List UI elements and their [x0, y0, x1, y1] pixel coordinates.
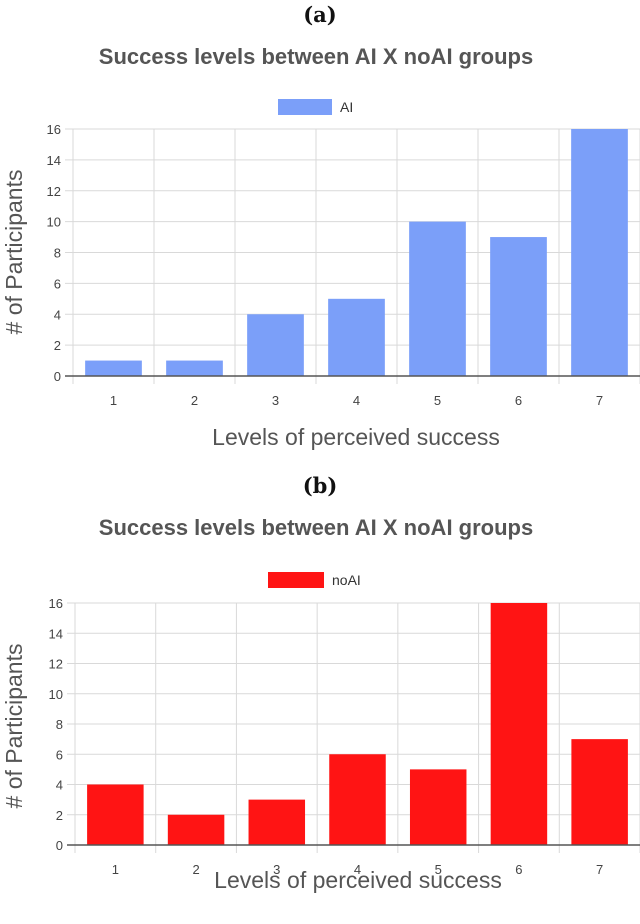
panel-label-b: (b)	[303, 473, 338, 498]
x-tick-label: 2	[191, 393, 198, 408]
y-tick-label: 4	[54, 307, 61, 322]
x-tick-label: 7	[596, 862, 603, 877]
y-tick-label: 12	[49, 657, 63, 672]
legend-swatch-ai	[278, 99, 332, 115]
y-tick-label: 14	[47, 153, 61, 168]
x-tick-label: 4	[354, 862, 361, 877]
x-tick-label: 3	[273, 862, 280, 877]
bar-5	[409, 221, 466, 376]
bar-1	[87, 784, 144, 845]
chart-panel-b: (b) Success levels between AI X noAI gro…	[1, 473, 640, 893]
y-tick-label: 16	[47, 122, 61, 137]
y-tick-label: 12	[47, 184, 61, 199]
y-tick-label: 0	[54, 369, 61, 384]
x-tick-label: 6	[515, 862, 522, 877]
x-tick-label: 5	[435, 862, 442, 877]
legend-label-ai: AI	[340, 99, 353, 115]
bar-3	[247, 314, 304, 376]
bar-2	[166, 360, 223, 376]
chart-panel-a: (a) Success levels between AI X noAI gro…	[1, 2, 640, 450]
panel-label-a: (a)	[303, 2, 336, 27]
bar-2	[167, 814, 225, 845]
chart-title-b: Success levels between AI X noAI groups	[99, 515, 533, 540]
x-tick-label: 4	[353, 393, 360, 408]
y-axis-label-a: # of Participants	[1, 170, 27, 335]
legend-label-noai: noAI	[332, 572, 361, 588]
bar-6	[490, 603, 548, 845]
legend-b: noAI	[268, 572, 361, 588]
x-tick-label: 2	[192, 862, 199, 877]
y-tick-label: 16	[49, 596, 63, 611]
y-tick-label: 8	[56, 717, 63, 732]
x-tick-label: 1	[112, 862, 119, 877]
y-tick-label: 2	[56, 808, 63, 823]
bar-7	[571, 129, 628, 376]
bar-6	[490, 237, 547, 376]
y-tick-label: 0	[56, 838, 63, 853]
x-axis-label-a: Levels of perceived success	[212, 424, 500, 450]
bar-7	[571, 739, 628, 845]
y-tick-label: 8	[54, 246, 61, 261]
x-axis-label-b: Levels of perceived success	[214, 867, 502, 893]
bar-4	[329, 754, 386, 845]
y-tick-label: 6	[56, 747, 63, 762]
chart-title-a: Success levels between AI X noAI groups	[99, 44, 533, 69]
bar-3	[248, 799, 306, 845]
y-tick-label: 4	[56, 778, 63, 793]
y-tick-label: 6	[54, 276, 61, 291]
x-tick-label: 1	[110, 393, 117, 408]
x-tick-label: 7	[596, 393, 603, 408]
y-tick-label: 10	[49, 687, 63, 702]
y-tick-label: 14	[49, 626, 63, 641]
legend-swatch-noai	[268, 572, 324, 588]
bar-5	[409, 769, 467, 845]
legend-a: AI	[278, 99, 353, 115]
y-axis-label-b: # of Participants	[1, 644, 27, 809]
x-tick-label: 3	[272, 393, 279, 408]
x-tick-label: 5	[434, 393, 441, 408]
bar-1	[85, 360, 142, 376]
y-tick-label: 10	[47, 215, 61, 230]
x-tick-label: 6	[515, 393, 522, 408]
bar-4	[328, 298, 385, 376]
y-tick-label: 2	[54, 338, 61, 353]
